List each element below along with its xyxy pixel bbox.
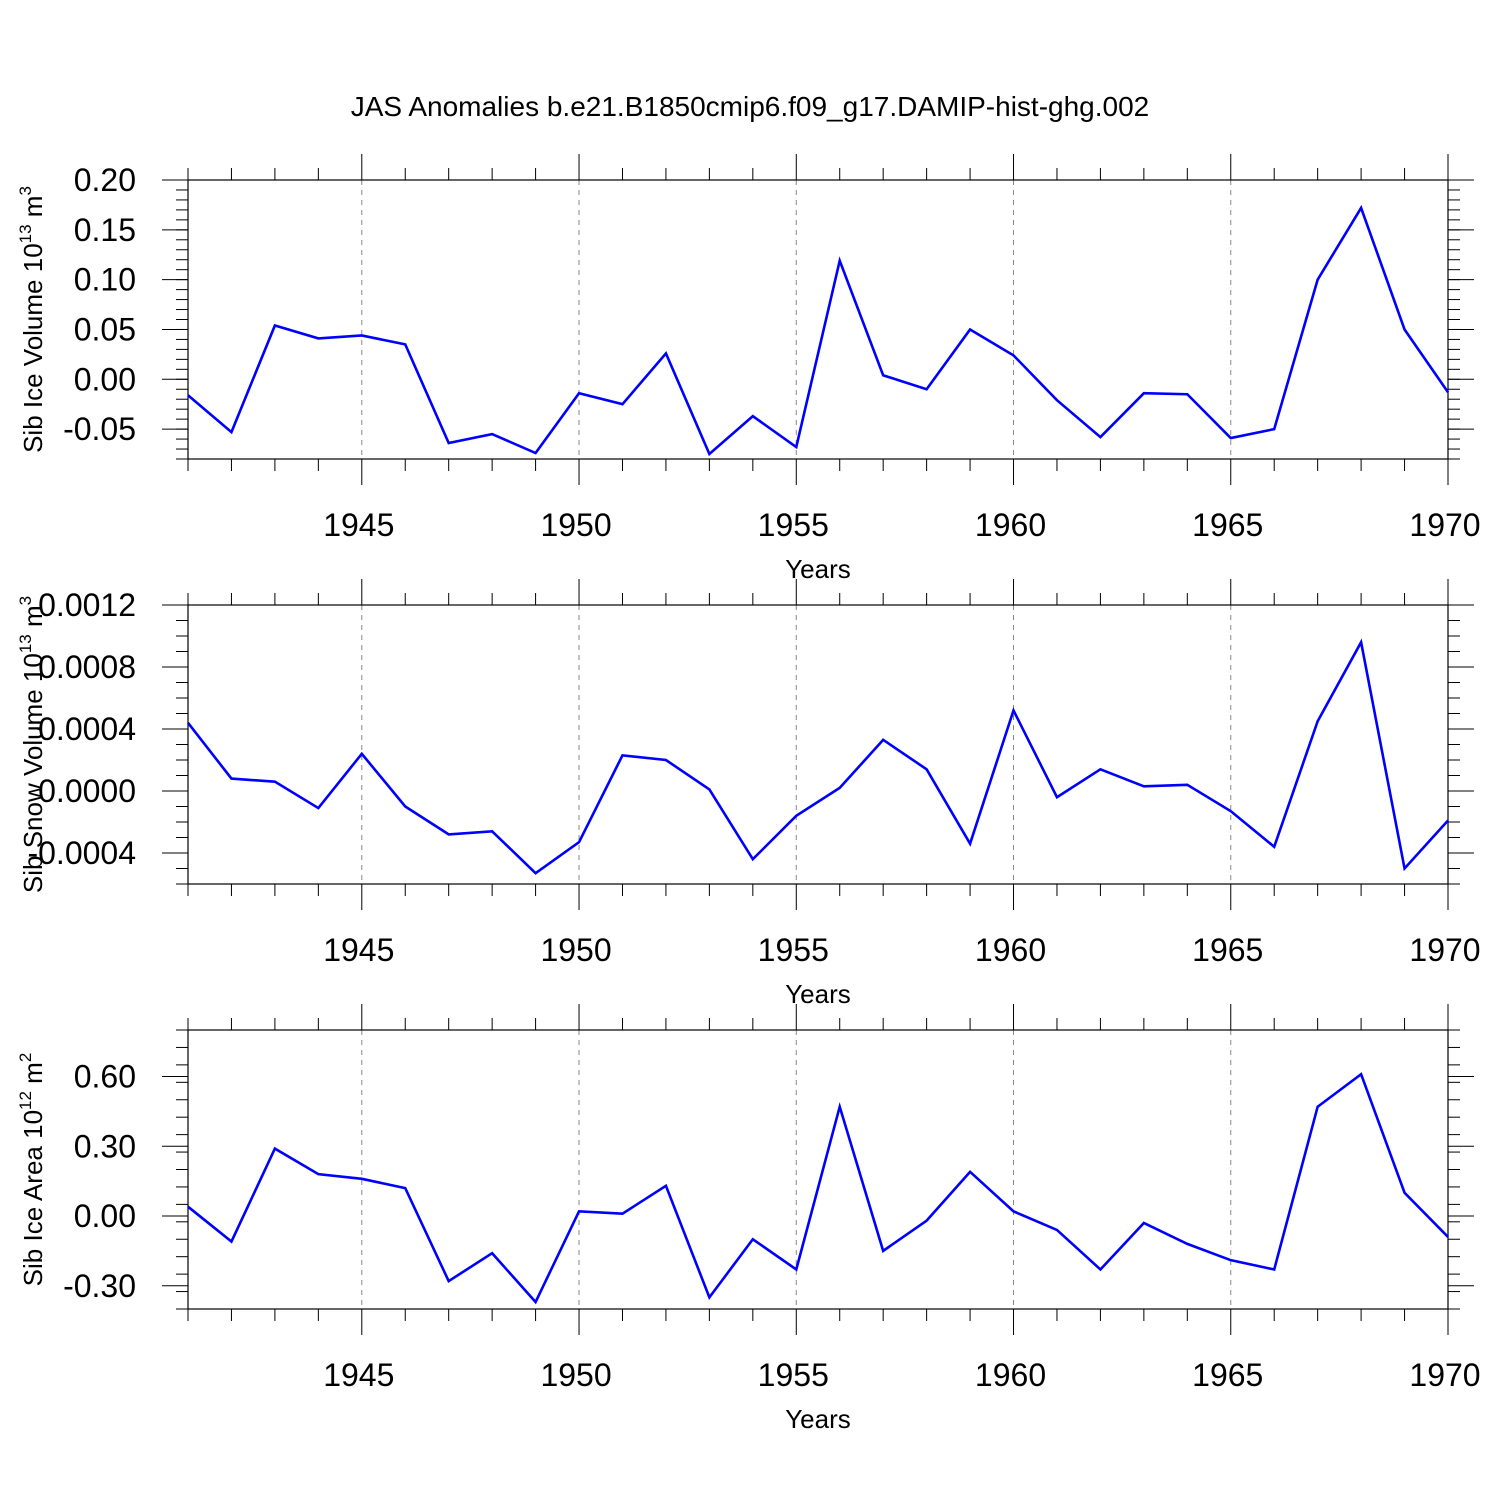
x-tick-label: 1970 (1409, 1357, 1480, 1393)
y-tick-label: 0.00 (74, 361, 136, 397)
x-tick-label: 1965 (1192, 507, 1263, 543)
y-tick-label: -0.0004 (27, 835, 136, 871)
series-line (187, 204, 1450, 457)
x-tick-label: 1960 (975, 1357, 1046, 1393)
y-tick-label: 0.0008 (38, 649, 136, 685)
x-tick-label: 1965 (1192, 1357, 1263, 1393)
y-tick-label: 0.0004 (38, 711, 136, 747)
x-tick-label: 1955 (758, 1357, 829, 1393)
x-axis-label: Years (785, 1404, 851, 1434)
x-tick-label: 1945 (323, 1357, 394, 1393)
y-tick-label: 0.20 (74, 162, 136, 198)
x-axis-label: Years (785, 979, 851, 1009)
y-tick-label: 0.30 (74, 1128, 136, 1164)
x-tick-label: 1955 (758, 932, 829, 968)
x-tick-label: 1965 (1192, 932, 1263, 968)
y-tick-label: 0.0012 (38, 587, 136, 623)
x-tick-label: 1950 (540, 507, 611, 543)
x-tick-label: 1945 (323, 507, 394, 543)
panel-ice-volume: -0.05 0.00 0.05 0.10 0.15 0.20 1945 1950 1955 196… (16, 154, 1481, 584)
y-tick-label: 0.05 (74, 311, 136, 347)
y-axis-label: Sib Snow Volume 1013 m3 (16, 596, 48, 893)
x-tick-label: 1960 (975, 507, 1046, 543)
y-tick-label: -0.30 (63, 1268, 136, 1304)
series-line (186, 638, 1449, 875)
y-tick-label: 0.00 (74, 1198, 136, 1234)
x-tick-label: 1950 (540, 932, 611, 968)
figure-title: JAS Anomalies b.e21.B1850cmip6.f09_g17.D… (351, 91, 1149, 122)
series-line (187, 1072, 1449, 1305)
x-tick-label: 1970 (1409, 932, 1480, 968)
y-tick-label: 0.0000 (38, 773, 136, 809)
x-tick-label: 1960 (975, 932, 1046, 968)
panel-snow-volume: -0.0004 0.0000 0.0004 0.0008 0.0012 1945 1950 1… (16, 579, 1481, 1009)
y-tick-label: -0.05 (63, 411, 136, 447)
y-axis-label: Sib Ice Volume 1013 m3 (16, 186, 48, 453)
x-tick-label: 1955 (758, 507, 829, 543)
panel-ice-area: -0.30 0.00 0.30 0.60 1945 1950 1955 1960 1965 197… (16, 1004, 1481, 1434)
y-tick-label: 0.60 (74, 1059, 136, 1095)
x-axis-label: Years (785, 554, 851, 584)
y-axis-label: Sib Ice Area 1012 m2 (16, 1053, 48, 1287)
y-tick-label: 0.10 (74, 262, 136, 298)
x-tick-label: 1970 (1409, 507, 1480, 543)
y-tick-label: 0.15 (74, 212, 136, 248)
x-tick-label: 1945 (323, 932, 394, 968)
plot-frame (187, 604, 1449, 885)
plot-frame (187, 179, 1449, 460)
x-tick-label: 1950 (540, 1357, 611, 1393)
